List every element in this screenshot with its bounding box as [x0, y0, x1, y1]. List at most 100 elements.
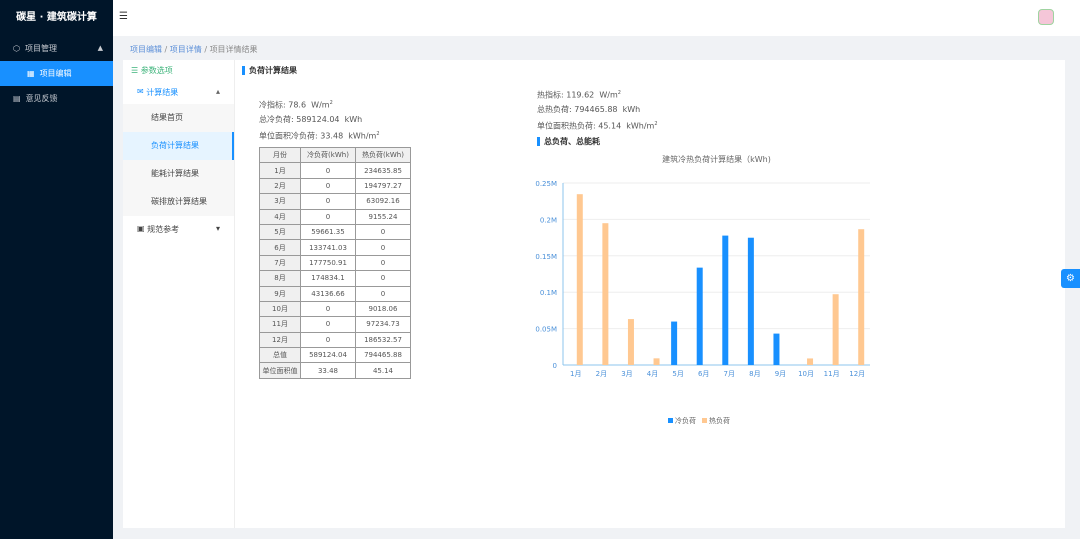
breadcrumb-link[interactable]: 项目详情 [169, 45, 202, 54]
nav-item-results-home[interactable]: 结果首页 [123, 104, 234, 132]
table-cell: 10月 [259, 300, 301, 318]
y-tick-label: 0.05M [535, 326, 557, 334]
calc-results-group[interactable]: ✉ 计算结果 ▴ [123, 81, 234, 104]
nav-item-energy-results[interactable]: 能耗计算结果 [123, 160, 234, 188]
cold-load-bar [722, 235, 729, 365]
x-tick-label: 8月 [749, 370, 760, 378]
table-cell: 234635.85 [355, 162, 411, 179]
table-cell: 1月 [259, 162, 301, 179]
table-cell: 0 [300, 331, 356, 349]
table-cell: 7月 [259, 254, 301, 272]
table-row: 2月 0 194797.27 [259, 177, 411, 195]
table-row: 8月 174834.1 0 [259, 270, 411, 287]
table-row: 1月 0 234635.85 [259, 162, 411, 179]
table-cell: 0 [300, 300, 356, 318]
avatar[interactable] [1038, 9, 1054, 25]
breadcrumb-current: 项目详情结果 [209, 45, 258, 54]
sidebar-item-feedback[interactable]: ▤ 意见反馈 [0, 86, 113, 111]
cold-load-bar [747, 237, 754, 365]
y-tick-label: 0.25M [535, 180, 557, 188]
sidebar-item-label: 项目管理 [24, 44, 57, 53]
table-cell: 0 [355, 270, 411, 287]
heat-load-bar [807, 358, 814, 365]
table-cell: 0 [300, 193, 356, 210]
chart-section-title: 总负荷、总能耗 [537, 137, 600, 146]
nav-item-carbon-results[interactable]: 碳排放计算结果 [123, 188, 234, 216]
legend-marker [668, 418, 673, 423]
cold-load-bar [696, 267, 703, 365]
table-cell: 43136.66 [300, 285, 356, 302]
menu-icon: ☰ [131, 66, 139, 75]
table-row: 12月 0 186532.57 [259, 331, 411, 349]
table-row: 5月 59661.35 0 [259, 223, 411, 241]
nav-label: 参数选项 [140, 66, 173, 75]
x-tick-label: 5月 [672, 370, 683, 378]
table-cell: 9月 [259, 285, 301, 302]
heat-load-bar [627, 319, 634, 365]
app-title: 碳星 · 建筑碳计算 [16, 12, 97, 23]
table-cell: 59661.35 [300, 223, 356, 241]
table-cell: 单位面积值 [259, 362, 301, 379]
param-options-link[interactable]: ☰ 参数选项 [123, 60, 234, 81]
feedback-icon: ▤ [13, 94, 21, 103]
heat-load-bar [832, 294, 839, 365]
load-table: 月份 冷负荷(kWh) 热负荷(kWh) 1月 0 234635.85 2月 0 1947… [259, 146, 411, 379]
heat-load-bar [858, 229, 865, 365]
table-row: 总值 589124.04 794465.88 [259, 347, 411, 364]
legend-marker [702, 418, 707, 423]
cold-load-bar [671, 321, 678, 365]
table-row: 4月 0 9155.24 [259, 208, 411, 225]
heat-load-bar [602, 223, 609, 365]
settings-gear-icon[interactable]: ⚙ [1061, 269, 1080, 288]
table-row: 6月 133741.03 0 [259, 239, 411, 256]
table-cell: 0 [355, 223, 411, 241]
sidebar-item-label: 项目编辑 [39, 69, 72, 78]
table-row: 10月 0 9018.06 [259, 300, 411, 318]
column-header: 月份 [259, 146, 301, 164]
table-icon: ▣ [137, 224, 145, 233]
table-row: 3月 0 63092.16 [259, 193, 411, 210]
section-title: 负荷计算结果 [242, 66, 297, 75]
table-cell: 0 [355, 254, 411, 272]
cold-info: 冷指标: 78.6 W/m2 总冷负荷: 589124.04 kWh 单位面积冷… [259, 100, 380, 141]
y-tick-label: 0.1M [540, 289, 557, 297]
sidebar-item-label: 意见反馈 [25, 94, 58, 103]
x-tick-label: 3月 [621, 370, 632, 378]
heat-load-bar [576, 194, 583, 365]
nav-item-load-results[interactable]: 负荷计算结果 [123, 132, 234, 160]
x-tick-label: 2月 [596, 370, 607, 378]
breadcrumb-link[interactable]: 项目编辑 [130, 45, 162, 54]
y-tick-label: 0 [553, 362, 557, 370]
heat-load-bar [653, 358, 660, 365]
x-tick-label: 10月 [798, 370, 814, 378]
table-cell: 0 [355, 239, 411, 256]
table-cell: 2月 [259, 177, 301, 195]
table-cell: 0 [300, 177, 356, 195]
y-tick-label: 0.15M [535, 253, 557, 261]
table-cell: 11月 [259, 316, 301, 333]
legend-label: 热负荷 [709, 416, 730, 425]
x-tick-label: 1月 [570, 370, 581, 378]
legend-label: 冷负荷 [675, 416, 696, 425]
mail-icon: ✉ [137, 87, 144, 96]
table-cell: 186532.57 [355, 331, 411, 349]
chevron-up-icon: ▴ [215, 87, 220, 96]
table-cell: 133741.03 [300, 239, 356, 256]
x-tick-label: 9月 [775, 370, 786, 378]
table-cell: 174834.1 [300, 270, 356, 287]
heat-info: 热指标: 119.62 W/m2 总热负荷: 794465.88 kWh 单位面… [537, 90, 658, 131]
menu-toggle-icon[interactable]: ☰ [119, 11, 128, 22]
cold-load-bar [773, 333, 780, 365]
spec-reference-group[interactable]: ▣ 规范参考 ▾ [123, 216, 234, 243]
sidebar-item-project-management[interactable]: ⬡ 项目管理 ▲ [0, 36, 113, 61]
table-cell: 33.48 [300, 362, 356, 379]
header: ☰ [113, 0, 1080, 36]
table-cell: 6月 [259, 239, 301, 256]
column-header: 冷负荷(kWh) [300, 146, 356, 164]
grid-icon: ▦ [27, 69, 35, 78]
breadcrumb: 项目编辑 / 项目详情 / 项目详情结果 [130, 45, 258, 54]
table-cell: 194797.27 [355, 177, 411, 195]
table-cell: 0 [300, 316, 356, 333]
sidebar-item-project-edit[interactable]: ▦ 项目编辑 [0, 61, 113, 86]
table-cell: 794465.88 [355, 347, 411, 364]
